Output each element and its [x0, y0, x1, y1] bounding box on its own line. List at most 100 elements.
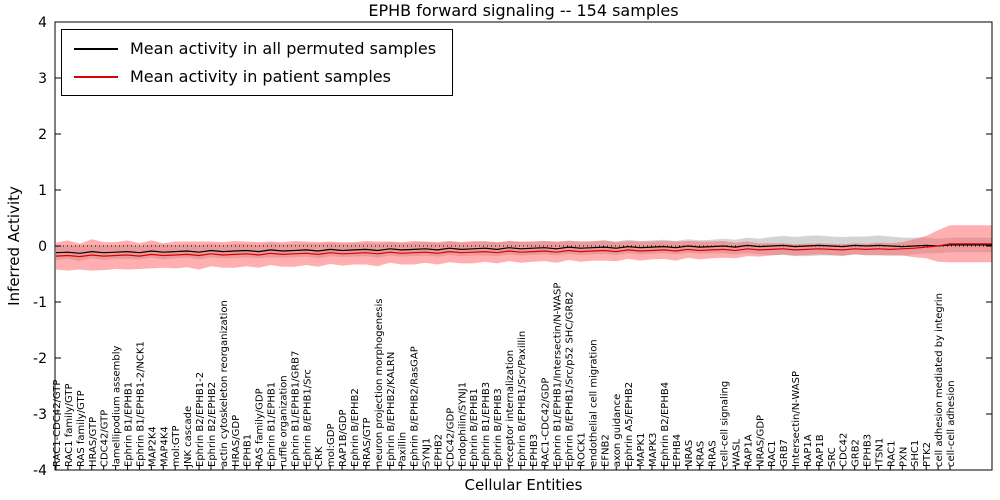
x-tick-label: CDC42/GDP: [445, 408, 456, 467]
x-tick-label: Ephrin B/EPHB2/RasGAP: [410, 346, 421, 467]
legend-item-permuted: Mean activity in all permuted samples: [74, 39, 436, 58]
x-tick-label: WASL: [731, 438, 742, 467]
x-tick-label: MAP4K4: [159, 426, 170, 467]
x-tick-label: Ephrin B2/EPHB2: [207, 382, 218, 467]
x-tick-label: receptor internalization: [505, 350, 516, 467]
x-tick-label: Ephrin B1/EPHB1-2/NCK1: [135, 341, 146, 467]
y-tick-label: 3: [38, 71, 47, 87]
x-tick-label: RRAS: [708, 440, 719, 467]
x-tick-label: axon guidance: [612, 394, 623, 467]
x-tick-label: endothelial cell migration: [588, 339, 599, 467]
legend-item-patient: Mean activity in patient samples: [74, 67, 436, 86]
y-tick-label: -3: [33, 407, 47, 423]
x-tick-label: PXN: [898, 447, 909, 467]
permuted-mean-line: [55, 244, 992, 254]
x-tick-label: RAP1B: [815, 434, 826, 467]
x-tick-label: Endophilin/SYNJ1: [457, 382, 468, 467]
x-tick-label: RAC1-CDC42/GDP: [541, 378, 552, 467]
x-tick-label: RRAS/GTP: [362, 417, 373, 467]
x-tick-label: MAPK1: [636, 433, 647, 467]
x-tick-label: SRC: [827, 447, 838, 467]
x-tick-label: KRAS: [696, 441, 707, 467]
x-tick-label: JNK cascade: [183, 406, 194, 468]
x-tick-label: Intersectin/N-WASP: [791, 371, 802, 467]
x-tick-label: RAC1: [886, 440, 897, 467]
x-tick-label: Ephrin B1/EPHB1/Intersectin/N-WASP: [553, 283, 564, 467]
x-tick-label: Ephrin B/EPHB1/Src/p52 SHC/GRB2: [565, 291, 576, 467]
y-tick-label: 1: [38, 183, 47, 199]
x-tick-label: RAP1A: [803, 434, 814, 467]
legend-line-sample-black: [74, 47, 118, 50]
x-tick-label: RAP1A: [743, 434, 754, 467]
x-tick-label: Ephrin B1/EPHB3: [481, 382, 492, 467]
x-tick-label: MAPK3: [648, 433, 659, 467]
x-tick-label: lamellipodium assembly: [112, 345, 123, 467]
x-tick-label: RAS family/GDP: [255, 388, 266, 467]
x-axis-label: Cellular Entities: [464, 476, 583, 494]
x-tick-label: CDC42/GTP: [100, 410, 111, 467]
x-tick-label: HRAS/GDP: [231, 415, 242, 467]
x-tick-label: MAP2K4: [147, 426, 158, 467]
patient-mean-line: [55, 243, 992, 258]
x-tick-label: EPHB3: [863, 434, 874, 467]
x-tick-label: CDC42: [839, 433, 850, 467]
y-tick-label: 2: [38, 127, 47, 143]
x-tick-label: cell-cell signaling: [720, 381, 731, 467]
x-tick-label: Ephrin B/EPHB1/Src: [302, 369, 313, 467]
x-tick-label: Ephrin B/EPHB3: [493, 388, 504, 467]
x-tick-label: Ephrin B/EPHB2/KALRN: [386, 352, 397, 467]
x-tick-label: ROCK1: [577, 432, 588, 467]
x-tick-label: SYNJ1: [422, 438, 433, 467]
x-tick-label: EFNB2: [600, 434, 611, 467]
x-tick-label: GRB7: [779, 439, 790, 467]
x-tick-label: Ephrin B/EPHB1: [469, 388, 480, 467]
x-tick-label: EPHB1: [243, 434, 254, 467]
x-tick-label: GRB2: [851, 439, 862, 467]
x-tick-label: Ephrin B/EPHB2: [350, 388, 361, 467]
legend-label-patient: Mean activity in patient samples: [130, 67, 391, 86]
x-tick-label: EPHB4: [672, 434, 683, 467]
patient-confidence-band: [56, 225, 992, 271]
x-tick-label: RAS family/GTP: [76, 390, 87, 467]
legend-line-sample-red: [74, 75, 118, 78]
x-tick-label: Paxillin: [398, 432, 409, 467]
y-axis-label: Inferred Activity: [5, 186, 23, 306]
x-tick-label: Ephrin B1/EPHB1/GRB7: [290, 351, 301, 467]
x-tick-label: RAC1-CDC42/GTP: [52, 380, 63, 467]
x-tick-label: actin cytoskeleton reorganization: [219, 300, 230, 467]
x-tick-label: PTK2: [922, 442, 933, 467]
x-tick-label: cell-cell adhesion: [946, 380, 957, 467]
x-tick-label: neuron projection morphogenesis: [374, 299, 385, 467]
x-tick-label: Ephrin B1/EPHB1: [267, 382, 278, 467]
x-tick-label: Ephrin A5/EPHB2: [624, 382, 635, 467]
x-tick-label: SHC1: [910, 440, 921, 467]
x-tick-label: RAP1B/GDP: [338, 410, 349, 468]
y-tick-label: -4: [33, 463, 47, 479]
x-tick-label: Ephrin B/EPHB1/Src/Paxillin: [517, 331, 528, 467]
x-tick-label: RAC1 family/GTP: [64, 384, 75, 468]
x-tick-label: NRAS/GDP: [755, 415, 766, 467]
legend-label-permuted: Mean activity in all permuted samples: [130, 39, 437, 58]
x-tick-label: Ephrin B2/EPHB1-2: [195, 372, 206, 467]
x-tick-label: NRAS: [684, 440, 695, 467]
chart-title: EPHB forward signaling -- 154 samples: [368, 1, 679, 20]
y-tick-label: -2: [33, 351, 47, 367]
x-tick-label: Ephrin B1/EPHB1: [124, 382, 135, 467]
x-tick-label: cell adhesion mediated by integrin: [934, 293, 945, 467]
x-tick-label: HRAS/GTP: [88, 417, 99, 467]
x-tick-label: mol:GTP: [171, 425, 182, 467]
x-tick-label: ruffle organization: [279, 375, 290, 467]
legend: Mean activity in all permuted samples Me…: [61, 29, 454, 96]
x-tick-label: EPHB3: [529, 434, 540, 467]
x-tick-label: EPHB2: [433, 434, 444, 467]
x-tick-label: Ephrin B2/EPHB4: [660, 382, 671, 467]
x-tick-label: ITSN1: [875, 438, 886, 467]
x-tick-label: RAC1: [767, 440, 778, 467]
y-tick-label: 0: [38, 239, 47, 255]
x-tick-label: mol:GDP: [326, 424, 337, 468]
y-tick-label: 4: [38, 15, 47, 31]
y-tick-label: -1: [33, 295, 47, 311]
x-tick-label: CRK: [314, 446, 325, 467]
